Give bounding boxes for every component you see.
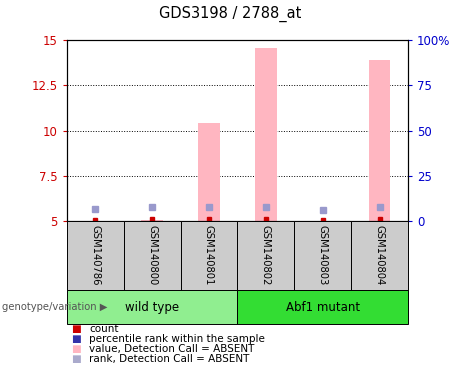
Bar bbox=[351, 221, 408, 290]
Text: GSM140786: GSM140786 bbox=[90, 225, 100, 286]
Bar bbox=[369, 60, 390, 221]
Text: genotype/variation ▶: genotype/variation ▶ bbox=[2, 302, 108, 312]
Bar bbox=[237, 221, 294, 290]
Text: GDS3198 / 2788_at: GDS3198 / 2788_at bbox=[160, 5, 301, 22]
Bar bbox=[294, 221, 351, 290]
Text: ■: ■ bbox=[71, 324, 81, 334]
Bar bbox=[67, 290, 237, 324]
Bar bbox=[181, 221, 237, 290]
Text: ■: ■ bbox=[71, 354, 81, 364]
Text: count: count bbox=[89, 324, 118, 334]
Text: GSM140803: GSM140803 bbox=[318, 225, 328, 285]
Bar bbox=[255, 48, 277, 221]
Bar bbox=[124, 221, 181, 290]
Text: ■: ■ bbox=[71, 334, 81, 344]
Text: Abf1 mutant: Abf1 mutant bbox=[286, 301, 360, 314]
Bar bbox=[237, 290, 408, 324]
Text: GSM140800: GSM140800 bbox=[147, 225, 157, 285]
Bar bbox=[67, 221, 124, 290]
Bar bbox=[142, 220, 163, 221]
Text: ■: ■ bbox=[71, 344, 81, 354]
Text: rank, Detection Call = ABSENT: rank, Detection Call = ABSENT bbox=[89, 354, 249, 364]
Text: GSM140804: GSM140804 bbox=[374, 225, 384, 285]
Text: wild type: wild type bbox=[125, 301, 179, 314]
Text: percentile rank within the sample: percentile rank within the sample bbox=[89, 334, 265, 344]
Text: value, Detection Call = ABSENT: value, Detection Call = ABSENT bbox=[89, 344, 254, 354]
Text: GSM140802: GSM140802 bbox=[261, 225, 271, 286]
Text: GSM140801: GSM140801 bbox=[204, 225, 214, 286]
Bar bbox=[198, 123, 220, 221]
